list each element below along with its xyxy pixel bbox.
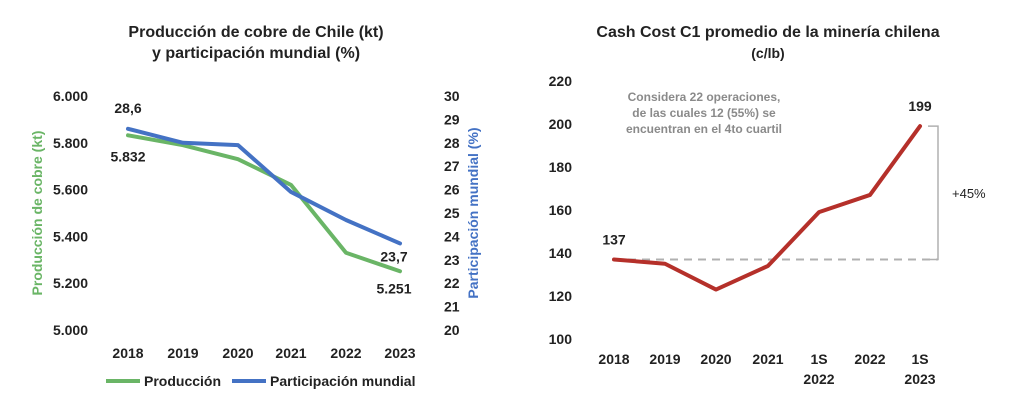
chart-title: Cash Cost C1 promedio de la minería chil… — [512, 22, 1024, 64]
share-first-data-label: 28,6 — [114, 100, 141, 116]
x-tick-label: 2023 — [384, 345, 415, 361]
y-tick-label: 160 — [549, 202, 573, 218]
cash-cost-plot: 100 120 140 160 180 200 220 2018 2019 2020 2021 1S 2… — [549, 73, 986, 387]
y-left-tick-label: 5.600 — [53, 182, 88, 198]
production-series-line — [126, 133, 402, 274]
y-left-axis-title: Producción de cobre (kt) — [29, 131, 45, 296]
x-tick-label: 1S 2023 — [904, 351, 935, 387]
y-right-axis-title: Participación mundial (%) — [465, 127, 481, 298]
y-tick-label: 100 — [549, 331, 573, 347]
x-tick-label: 2022 — [854, 351, 885, 367]
x-tick-label: 2018 — [112, 345, 143, 361]
x-tick-label: 2020 — [700, 351, 731, 367]
production-share-chart: Producción de cobre de Chile (kt) y part… — [0, 22, 512, 389]
production-share-plot: 5.0005.2005.4005.6005.8006.0002021222324… — [29, 88, 481, 389]
y-right-tick-label: 29 — [444, 111, 460, 127]
y-left-tick-label: 5.400 — [53, 228, 88, 244]
first-data-label: 137 — [602, 231, 626, 247]
share-series-line — [126, 126, 402, 246]
x-tick-label: 2020 — [222, 345, 253, 361]
y-right-tick-label: 23 — [444, 252, 460, 268]
x-tick-label: 2019 — [649, 351, 680, 367]
annotation-note-line: encuentran en el 4to cuartil — [626, 122, 782, 136]
y-tick-label: 120 — [549, 288, 573, 304]
y-right-tick-label: 24 — [444, 228, 460, 244]
annotation-note-line: Considera 22 operaciones, — [628, 90, 781, 104]
y-tick-label: 220 — [549, 73, 573, 89]
production-last-data-label: 5.251 — [376, 280, 411, 296]
x-tick-label: 1S 2022 — [803, 351, 834, 387]
y-tick-label: 200 — [549, 116, 573, 132]
cash-cost-series-line — [612, 124, 922, 292]
y-left-tick-label: 5.800 — [53, 135, 88, 151]
chart-title-line-2: y participación mundial (%) — [151, 45, 361, 62]
legend-production-label: Producción — [144, 373, 221, 389]
x-tick-label: 2022 — [330, 345, 361, 361]
chart-title-main: Cash Cost C1 promedio de la minería chil… — [596, 24, 940, 41]
annotation-note-line: de las cuales 12 (55%) se — [632, 106, 776, 120]
share-last-data-label: 23,7 — [380, 248, 407, 264]
y-right-tick-label: 21 — [444, 299, 460, 315]
change-bracket — [928, 125, 939, 261]
chart-title: Producción de cobre de Chile (kt) y part… — [0, 22, 512, 64]
y-tick-label: 180 — [549, 159, 573, 175]
x-tick-label: 2019 — [167, 345, 198, 361]
y-tick-label: 140 — [549, 245, 573, 261]
y-right-tick-label: 22 — [444, 275, 460, 291]
y-right-tick-label: 20 — [444, 322, 460, 338]
y-left-tick-label: 5.200 — [53, 275, 88, 291]
chart-subtitle: (c/lb) — [751, 45, 785, 61]
y-right-tick-label: 26 — [444, 182, 460, 198]
y-right-tick-label: 28 — [444, 135, 460, 151]
y-left-tick-label: 5.000 — [53, 322, 88, 338]
x-tick-label: 2018 — [598, 351, 629, 367]
change-label: +45% — [952, 186, 986, 201]
x-tick-label: 2021 — [752, 351, 783, 367]
legend-share-label: Participación mundial — [270, 373, 415, 389]
cash-cost-chart: Cash Cost C1 promedio de la minería chil… — [512, 0, 1024, 412]
y-right-tick-label: 27 — [444, 158, 460, 174]
y-right-tick-label: 30 — [444, 88, 460, 104]
chart-title-line-1: Producción de cobre de Chile (kt) — [128, 24, 384, 41]
x-tick-label: 2021 — [275, 345, 306, 361]
y-right-tick-label: 25 — [444, 205, 460, 221]
last-data-label: 199 — [908, 98, 932, 114]
production-first-data-label: 5.832 — [110, 148, 145, 164]
y-left-tick-label: 6.000 — [53, 88, 88, 104]
